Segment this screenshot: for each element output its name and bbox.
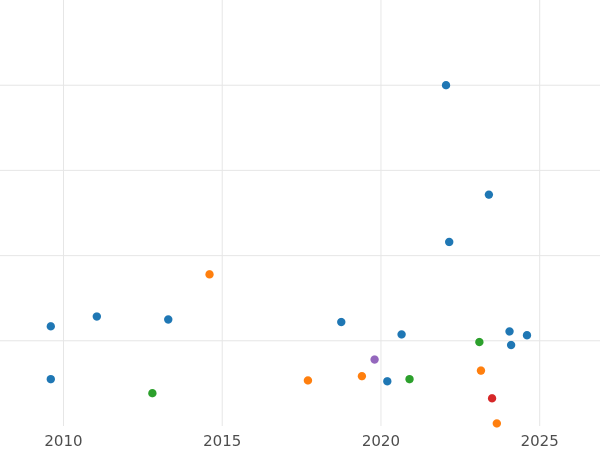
data-point-s1-2: [46, 374, 55, 384]
data-point-s1-13: [522, 331, 532, 340]
data-point-s2-1: [205, 270, 214, 279]
data-point-s1-5: [337, 317, 346, 327]
data-point-s1-9: [445, 237, 454, 247]
data-point-s1-6: [383, 377, 392, 386]
data-point-s2-4: [476, 366, 486, 375]
x-axis-tick-labels: 2010 2015 2020 2025: [44, 432, 558, 450]
data-point-s1-8: [441, 81, 451, 90]
data-points: [46, 81, 532, 428]
data-point-s5-1: [370, 355, 379, 364]
data-point-s2-5: [492, 419, 502, 428]
data-point-s2-2: [303, 376, 313, 385]
data-point-s3-1: [148, 388, 157, 398]
data-point-s4-1: [487, 394, 497, 403]
data-point-s1-10: [484, 190, 494, 199]
data-point-s2-3: [357, 371, 367, 381]
x-tick-label-2025: 2025: [521, 432, 559, 450]
data-point-s1-4: [164, 315, 173, 324]
data-point-s1-3: [92, 312, 102, 321]
data-point-s1-7: [397, 330, 406, 339]
data-point-s1-1: [46, 322, 55, 331]
data-point-s1-12: [506, 340, 516, 350]
x-tick-label-2010: 2010: [44, 432, 82, 450]
data-point-s1-11: [505, 327, 514, 336]
x-tick-label-2020: 2020: [362, 432, 400, 450]
x-tick-label-2015: 2015: [203, 432, 241, 450]
data-point-s3-3: [475, 337, 484, 347]
gridlines: [0, 0, 600, 426]
data-point-s3-2: [405, 374, 414, 384]
